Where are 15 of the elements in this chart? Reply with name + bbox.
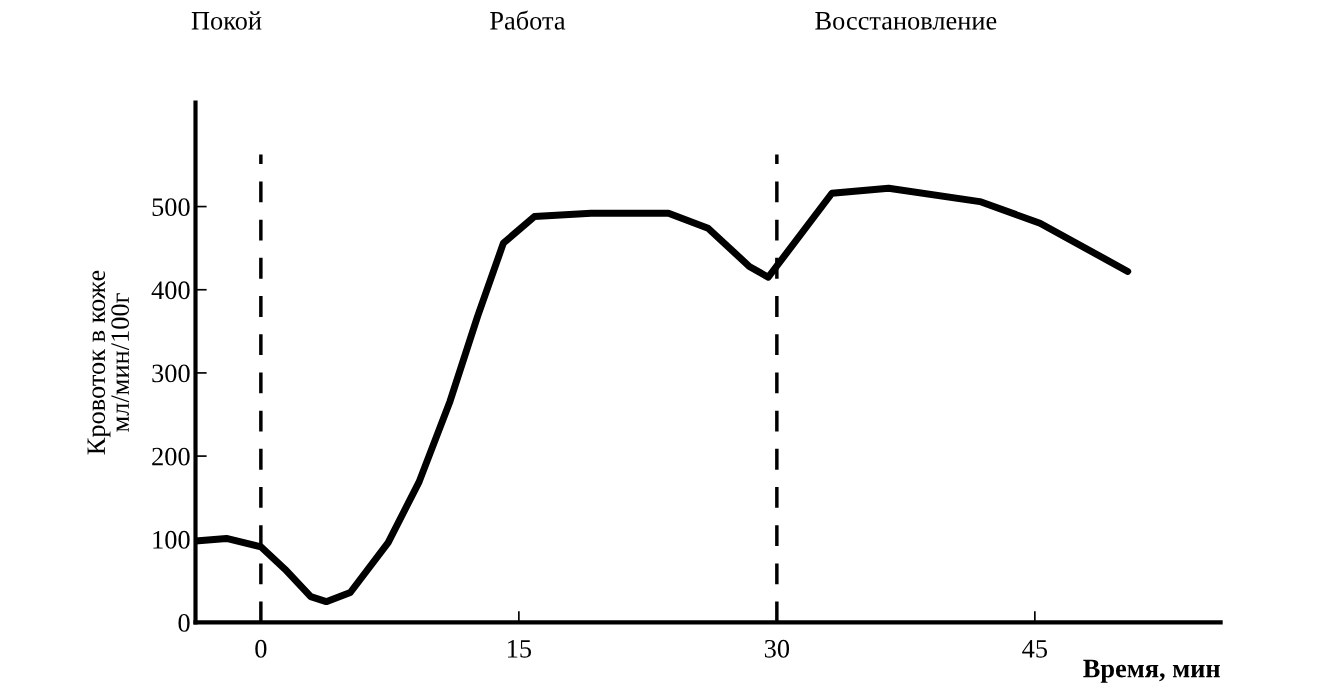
y-tick-label: 400 [151,281,190,300]
y-axis-title: Кровоток в коже мл/мин/100г [87,270,130,455]
text: Покой [191,11,262,30]
x-tick-label: 30 [764,639,790,658]
y-tick-label: 300 [152,364,190,383]
y-tick-label: 0 [178,614,190,632]
y-tick-label: 100 [153,530,190,549]
y-tick-label: 500 [152,198,190,216]
x-tick-label: 0 [255,639,267,658]
x-tick-label: 45 [1022,640,1048,658]
text: Работа [490,10,566,30]
y-tick-label: 200 [152,447,190,466]
text: Восстановление [815,12,997,30]
x-tick-label: 15 [507,640,532,658]
x-axis-title: Время, мин [1083,659,1220,683]
